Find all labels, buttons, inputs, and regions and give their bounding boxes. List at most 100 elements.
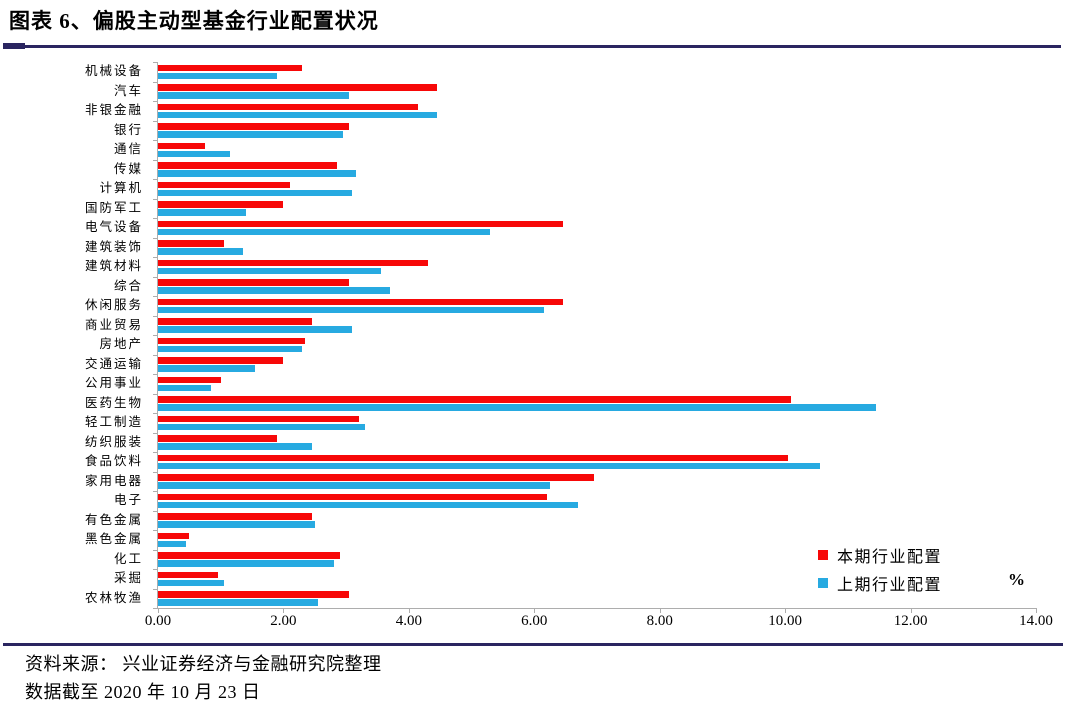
category-label: 轻工制造 <box>84 415 143 429</box>
y-axis-tick <box>153 510 158 512</box>
bar-current <box>158 591 350 598</box>
bar-current <box>158 513 312 520</box>
bar-previous <box>158 560 334 567</box>
bar-current <box>158 396 792 403</box>
bar-current <box>158 454 789 461</box>
bar-current <box>158 103 419 110</box>
category-label: 综合 <box>113 278 143 293</box>
bar-previous <box>158 72 278 79</box>
legend-label-previous: 上期行业配置 <box>837 577 943 594</box>
bar-current <box>158 279 350 286</box>
x-axis-label: 2.00 <box>270 613 297 629</box>
legend-label-current: 本期行业配置 <box>837 549 943 566</box>
bar-previous <box>158 384 212 391</box>
chart-row <box>158 433 1036 453</box>
y-axis-tick <box>153 335 158 336</box>
chart-row <box>158 62 1036 82</box>
bar-previous <box>158 365 256 372</box>
bar-current <box>158 376 221 383</box>
x-axis-tick <box>408 608 410 613</box>
y-axis-tick <box>153 354 158 356</box>
bar-current <box>158 298 563 305</box>
y-axis-tick <box>153 120 158 122</box>
category-label: 交通运输 <box>84 356 143 371</box>
bar-previous <box>158 170 356 177</box>
chart-row <box>158 101 1036 121</box>
legend-item-previous: 上期行业配置 <box>818 569 942 597</box>
x-axis-label: 12.00 <box>893 613 928 629</box>
y-axis-tick <box>153 81 158 83</box>
category-label: 家用电器 <box>84 473 143 488</box>
chart-row <box>158 394 1036 414</box>
bar-previous <box>158 345 303 352</box>
x-axis-tick <box>283 608 285 613</box>
bar-previous <box>158 599 318 606</box>
chart-title: 图表 6、偏股主动型基金行业配置状况 <box>9 9 379 33</box>
bar-previous <box>158 404 877 411</box>
percent-unit-label: % <box>1008 570 1025 589</box>
y-axis-tick <box>153 452 158 453</box>
chart-row <box>158 569 1036 589</box>
category-label: 食品饮料 <box>84 454 143 468</box>
x-axis-label: 14.00 <box>1019 613 1053 629</box>
category-label: 公用事业 <box>84 376 143 390</box>
bar-previous <box>158 540 187 547</box>
y-axis-tick <box>153 198 158 200</box>
y-axis-tick <box>153 101 158 102</box>
chart-row <box>158 82 1036 102</box>
bar-previous <box>158 482 550 489</box>
category-label: 建筑材料 <box>84 259 143 273</box>
chart-row <box>158 199 1036 219</box>
category-label: 国防军工 <box>84 200 143 215</box>
chart-row <box>158 530 1036 550</box>
category-label: 休闲服务 <box>84 298 143 312</box>
category-axis: 机械设备 汽车 非银金融 银行 通信 传媒 计算机 国防军工 电气设备 建筑装饰 建筑材料 综合 休闲服… <box>0 62 150 608</box>
category-label: 传媒 <box>113 161 143 176</box>
category-label: 农林牧渔 <box>84 590 143 605</box>
category-label: 化工 <box>113 551 143 566</box>
y-axis-tick <box>153 491 158 492</box>
previous-series-swatch <box>818 578 828 588</box>
y-axis-tick <box>153 62 158 63</box>
bar-current <box>158 123 350 130</box>
x-axis-label: 6.00 <box>521 613 548 629</box>
chart-row <box>158 160 1036 180</box>
chart-row <box>158 257 1036 277</box>
bar-current <box>158 571 218 578</box>
bar-current <box>158 220 563 227</box>
x-axis-label: 8.00 <box>646 613 673 629</box>
category-label: 机械设备 <box>84 64 143 78</box>
y-axis-tick <box>153 569 158 570</box>
bar-current <box>158 415 359 422</box>
chart-row <box>158 335 1036 355</box>
bar-current <box>158 552 340 559</box>
y-axis-tick <box>153 608 158 609</box>
chart-row <box>158 218 1036 238</box>
bar-current <box>158 318 312 325</box>
chart-row <box>158 472 1036 492</box>
legend: 本期行业配置 上期行业配置 <box>818 541 942 597</box>
y-axis-tick <box>153 218 158 219</box>
x-axis-label: 0.00 <box>144 613 172 629</box>
category-label: 非银金融 <box>84 103 143 117</box>
chart-row <box>158 296 1036 316</box>
chart-row <box>158 140 1036 160</box>
y-axis-tick <box>153 588 158 590</box>
bar-previous <box>158 443 312 450</box>
chart-row <box>158 121 1036 141</box>
category-label: 商业贸易 <box>84 317 143 332</box>
chart-row <box>158 316 1036 336</box>
bar-current <box>158 337 306 344</box>
chart-row <box>158 511 1036 531</box>
bar-previous <box>158 326 353 333</box>
date-line: 数据截至 2020 年 10 月 23 日 <box>25 682 261 702</box>
bar-previous <box>158 150 231 157</box>
bar-previous <box>158 423 365 430</box>
category-label: 银行 <box>113 122 143 137</box>
chart-row <box>158 179 1036 199</box>
chart-row <box>158 413 1036 433</box>
category-label: 医药生物 <box>84 395 143 410</box>
category-label: 汽车 <box>113 83 143 98</box>
x-axis-label: 10.00 <box>768 613 803 629</box>
